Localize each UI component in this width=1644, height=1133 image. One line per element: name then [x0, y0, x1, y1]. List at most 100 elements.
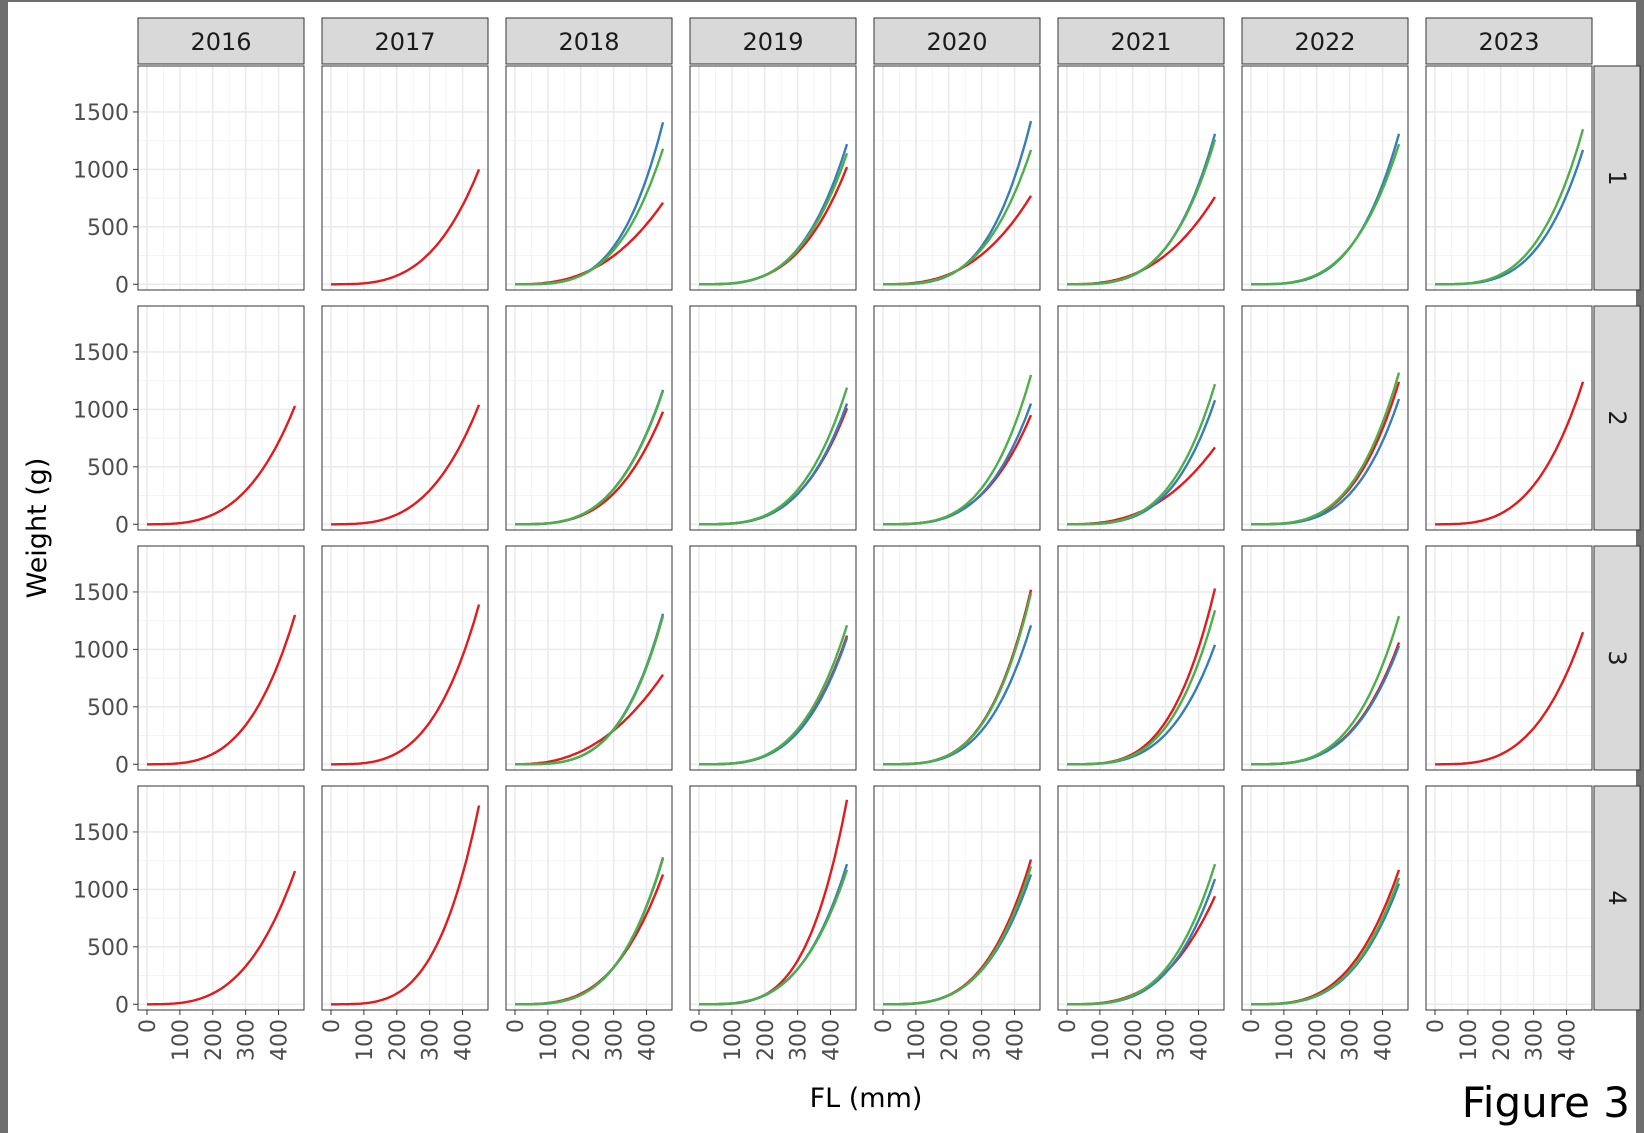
panel-border	[1425, 545, 1593, 771]
column-strip-label: 2019	[742, 28, 803, 56]
figure-label: Figure 3	[1461, 1078, 1630, 1127]
facet-panel	[1057, 305, 1225, 531]
x-tick-label: 300	[1339, 1019, 1364, 1061]
panel-background	[1425, 65, 1593, 291]
facet-panel	[1057, 545, 1225, 771]
x-tick-label: 100	[1089, 1019, 1114, 1061]
row-strip-label: 2	[1603, 410, 1631, 425]
column-strip: 2016	[137, 17, 305, 65]
panel-border	[873, 305, 1041, 531]
series-line-green	[883, 592, 1033, 766]
y-tick-label: 1500	[73, 821, 129, 846]
panel-background	[689, 545, 857, 771]
x-tick-label: 400	[820, 1019, 845, 1061]
row-strip: 1	[1593, 65, 1641, 291]
panel-border	[505, 785, 673, 1011]
facet-panel	[321, 785, 489, 1011]
facet-panel	[689, 65, 857, 291]
panel-border	[873, 785, 1041, 1011]
row-strip: 3	[1593, 545, 1641, 771]
x-tick-label: 0	[688, 1019, 713, 1033]
panel-border	[1425, 305, 1593, 531]
facet-panel	[873, 545, 1041, 771]
row-strip-label: 4	[1603, 890, 1631, 905]
column-strip-bg	[1241, 17, 1409, 65]
column-strip-label: 2023	[1478, 28, 1539, 56]
panel-background	[137, 305, 305, 531]
x-tick-label: 300	[419, 1019, 444, 1061]
facet-panel	[873, 785, 1041, 1011]
panel-border	[689, 785, 857, 1011]
facet-panel	[1425, 65, 1593, 291]
panel-background	[1241, 65, 1409, 291]
x-tick-label: 400	[636, 1019, 661, 1061]
y-tick-label: 500	[87, 216, 129, 241]
series-line-green	[515, 615, 665, 766]
panel-background	[1057, 785, 1225, 1011]
panel-border	[1241, 545, 1409, 771]
x-tick-label: 100	[721, 1019, 746, 1061]
x-tick-label: 100	[1273, 1019, 1298, 1061]
x-tick-label: 100	[905, 1019, 930, 1061]
row-strip-bg	[1593, 305, 1641, 531]
facet-panel	[137, 65, 305, 291]
panel-background	[505, 65, 673, 291]
x-tick-label: 400	[268, 1019, 293, 1061]
column-strip-label: 2020	[926, 28, 987, 56]
panel-border	[1241, 65, 1409, 291]
x-tick-label: 0	[1424, 1019, 1449, 1033]
panel-background	[1425, 545, 1593, 771]
series-line-green	[1067, 609, 1217, 766]
series-line-red	[147, 614, 297, 766]
series-line-green	[1435, 128, 1585, 286]
facet-panel	[1057, 65, 1225, 291]
series-line-green	[1251, 877, 1401, 1006]
column-strip-label: 2017	[374, 28, 435, 56]
panel-border	[689, 305, 857, 531]
series-line-red	[147, 870, 297, 1006]
series-line-red	[331, 404, 481, 526]
facet-panel	[321, 65, 489, 291]
panel-border	[505, 65, 673, 291]
left-frame-border	[0, 0, 8, 1133]
facet-panel	[137, 785, 305, 1011]
column-strip-bg	[689, 17, 857, 65]
x-tick-label: 100	[537, 1019, 562, 1061]
panel-border	[1425, 785, 1593, 1011]
panel-border	[873, 545, 1041, 771]
panel-background	[321, 785, 489, 1011]
series-line-red	[331, 604, 481, 766]
panel-background	[689, 65, 857, 291]
series-line-green	[1067, 863, 1217, 1006]
x-tick-label: 400	[452, 1019, 477, 1061]
column-strip-label: 2018	[558, 28, 619, 56]
facet-panel	[505, 305, 673, 531]
y-tick-label: 0	[115, 993, 129, 1018]
panel-background	[1425, 305, 1593, 531]
row-strip: 2	[1593, 305, 1641, 531]
column-strip-bg	[505, 17, 673, 65]
panel-border	[321, 785, 489, 1011]
series-line-green	[699, 869, 849, 1006]
row-strip-bg	[1593, 785, 1641, 1011]
series-line-red	[331, 805, 481, 1006]
x-tick-label: 200	[1122, 1019, 1147, 1061]
panel-background	[873, 65, 1041, 291]
y-tick-label: 0	[115, 273, 129, 298]
panel-background	[689, 785, 857, 1011]
y-tick-label: 1500	[73, 581, 129, 606]
x-tick-label: 400	[1004, 1019, 1029, 1061]
facet-panel	[1241, 545, 1409, 771]
panel-background	[689, 305, 857, 531]
facet-panel	[1425, 305, 1593, 531]
panel-border	[137, 65, 305, 291]
y-tick-label: 1000	[73, 398, 129, 423]
panel-background	[137, 545, 305, 771]
column-strip-bg	[873, 17, 1041, 65]
panel-border	[505, 305, 673, 531]
panel-border	[137, 545, 305, 771]
x-tick-label: 300	[235, 1019, 260, 1061]
series-line-red	[331, 168, 481, 286]
facet-panel	[1425, 785, 1593, 1011]
series-line-green	[699, 624, 849, 766]
